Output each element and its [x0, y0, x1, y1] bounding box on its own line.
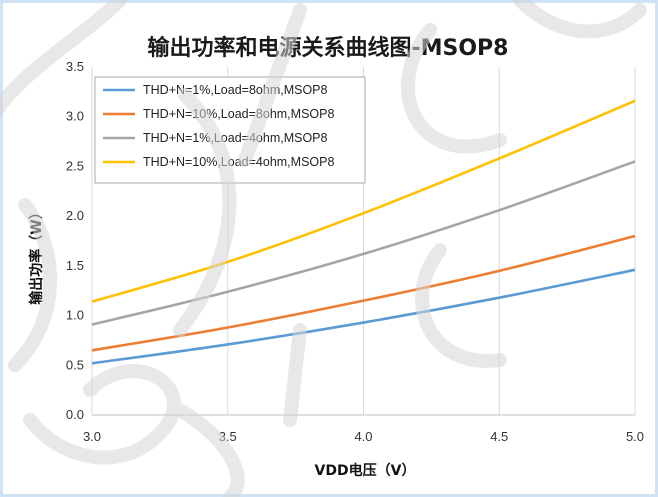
x-axis-label: VDD电压（V） [315, 462, 416, 479]
series-line [91, 268, 636, 365]
chart-title: 输出功率和电源关系曲线图-MSOP8 [147, 35, 508, 61]
y-tick-label: 2.0 [66, 208, 84, 223]
legend-entry: THD+N=10%,Load=4ohm,MSOP8 [143, 155, 334, 169]
plot-area: 3.0 3.5 4.0 4.5 5.0 0.0 0.5 1.0 1.5 2.0 2.5 3.0 3.5 T… [66, 59, 644, 444]
legend-entry: THD+N=1%,Load=4ohm,MSOP8 [143, 131, 328, 145]
y-tick-label: 3.5 [66, 59, 84, 74]
y-tick-label: 2.5 [66, 158, 84, 173]
x-tick-label: 3.0 [83, 429, 101, 444]
x-tick-label: 5.0 [626, 429, 644, 444]
x-tick-label: 3.5 [219, 429, 237, 444]
x-tick-label: 4.0 [354, 429, 372, 444]
y-tick-label: 0.5 [66, 357, 84, 372]
y-tick-label: 1.5 [66, 258, 84, 273]
y-tick-label: 0.0 [66, 407, 84, 422]
line-chart: 输出功率和电源关系曲线图-MSOP8 3.0 3.5 4.0 4.5 5.0 0.0 0.5… [28, 35, 644, 479]
legend-entry: THD+N=10%,Load=8ohm,MSOP8 [143, 107, 334, 121]
y-axis-label: 输出功率（W） [28, 205, 45, 304]
x-tick-label: 4.5 [490, 429, 508, 444]
legend-entry: THD+N=1%,Load=8ohm,MSOP8 [143, 83, 328, 97]
y-tick-label: 3.0 [66, 109, 84, 124]
y-tick-label: 1.0 [66, 308, 84, 323]
